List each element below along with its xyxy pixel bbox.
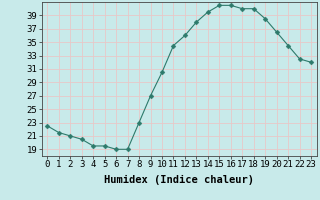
X-axis label: Humidex (Indice chaleur): Humidex (Indice chaleur) — [104, 175, 254, 185]
